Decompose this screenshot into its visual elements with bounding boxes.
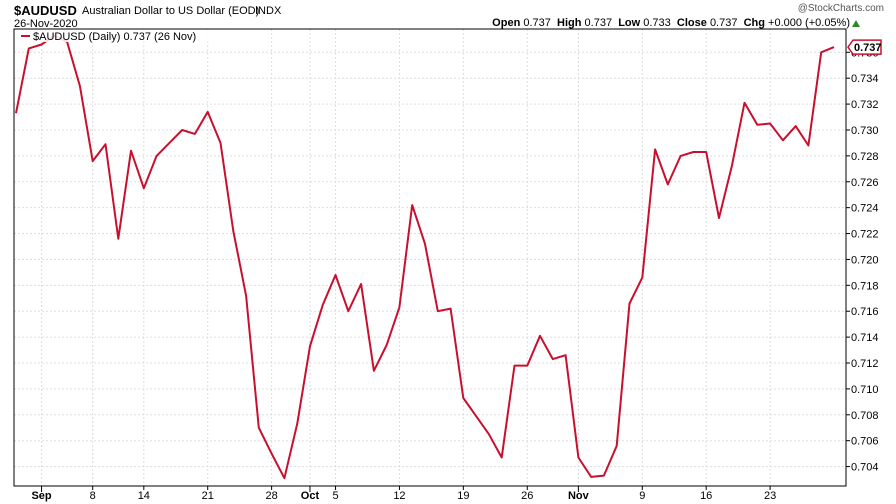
x-tick-label: 5 bbox=[332, 490, 338, 502]
up-arrow-icon bbox=[852, 20, 860, 27]
x-tick-label: Oct bbox=[301, 490, 320, 502]
x-tick-label: 23 bbox=[764, 490, 776, 502]
open-value: 0.737 bbox=[523, 17, 551, 29]
x-tick-label: 8 bbox=[90, 490, 96, 502]
y-tick-label: 0.720 bbox=[851, 254, 879, 266]
close-value: 0.737 bbox=[709, 17, 738, 29]
low-label: Low bbox=[618, 17, 641, 29]
y-tick-label: 0.726 bbox=[851, 177, 879, 189]
x-tick-label: 26 bbox=[521, 490, 533, 502]
chg-value: +0.000 (+0.05%) bbox=[768, 17, 850, 29]
y-tick-label: 0.722 bbox=[851, 229, 879, 241]
y-tick-label: 0.704 bbox=[851, 462, 879, 474]
y-tick-label: 0.728 bbox=[851, 151, 879, 163]
y-tick-label: 0.712 bbox=[851, 358, 879, 370]
x-tick-label: Sep bbox=[31, 490, 51, 502]
y-axis: 0.704 0.706 0.708 0.710 0.712 0.714 0.716 0.718… bbox=[846, 47, 879, 474]
x-axis: Sep 8 14 21 28 Oct 5 12 19 26 Nov 9 16 23 bbox=[31, 486, 776, 502]
ohlc-summary: Open 0.737 High 0.737 Low 0.733 Close 0.… bbox=[492, 17, 850, 29]
y-tick-label: 0.716 bbox=[851, 306, 879, 318]
x-tick-label: 16 bbox=[700, 490, 712, 502]
exchange-label: INDX bbox=[255, 5, 282, 17]
plot-border bbox=[13, 28, 847, 487]
last-price-tag: 0.737 bbox=[847, 39, 882, 55]
symbol-title: $AUDUSD bbox=[14, 3, 77, 18]
x-tick-label: Nov bbox=[568, 490, 590, 502]
x-tick-label: 14 bbox=[138, 490, 150, 502]
legend: $AUDUSD (Daily) 0.737 (26 Nov) bbox=[19, 30, 229, 43]
symbol-description: Australian Dollar to US Dollar (EOD) bbox=[82, 5, 260, 17]
y-tick-label: 0.714 bbox=[851, 332, 879, 344]
y-tick-label: 0.734 bbox=[851, 73, 879, 85]
x-tick-label: 9 bbox=[639, 490, 645, 502]
y-tick-label: 0.710 bbox=[851, 384, 879, 396]
price-tag-box bbox=[847, 39, 882, 55]
x-tick-label: 28 bbox=[266, 490, 278, 502]
y-tick-label: 0.706 bbox=[851, 436, 879, 448]
legend-label: $AUDUSD (Daily) 0.737 (26 Nov) bbox=[33, 31, 196, 43]
watermark: @StockCharts.com bbox=[797, 3, 884, 14]
price-tag-value: 0.737 bbox=[854, 42, 882, 54]
y-tick-label: 0.708 bbox=[851, 410, 879, 422]
price-line bbox=[15, 34, 835, 480]
grid-lines bbox=[14, 29, 846, 486]
y-tick-label: 0.718 bbox=[851, 280, 879, 292]
x-tick-label: 12 bbox=[393, 490, 405, 502]
x-tick-label: 19 bbox=[457, 490, 469, 502]
close-label: Close bbox=[676, 17, 707, 29]
open-label: Open bbox=[492, 17, 521, 29]
high-value: 0.737 bbox=[584, 17, 613, 29]
y-tick-label: 0.732 bbox=[851, 99, 879, 111]
chart-frame bbox=[13, 28, 847, 487]
quote-date: 26-Nov-2020 bbox=[14, 18, 78, 30]
y-tick-label: 0.730 bbox=[851, 125, 879, 137]
high-label: High bbox=[557, 17, 582, 29]
chg-label: Chg bbox=[743, 17, 765, 29]
x-tick-label: 21 bbox=[202, 490, 214, 502]
y-tick-label: 0.724 bbox=[851, 203, 879, 215]
low-value: 0.733 bbox=[643, 17, 671, 29]
price-series bbox=[15, 34, 835, 480]
